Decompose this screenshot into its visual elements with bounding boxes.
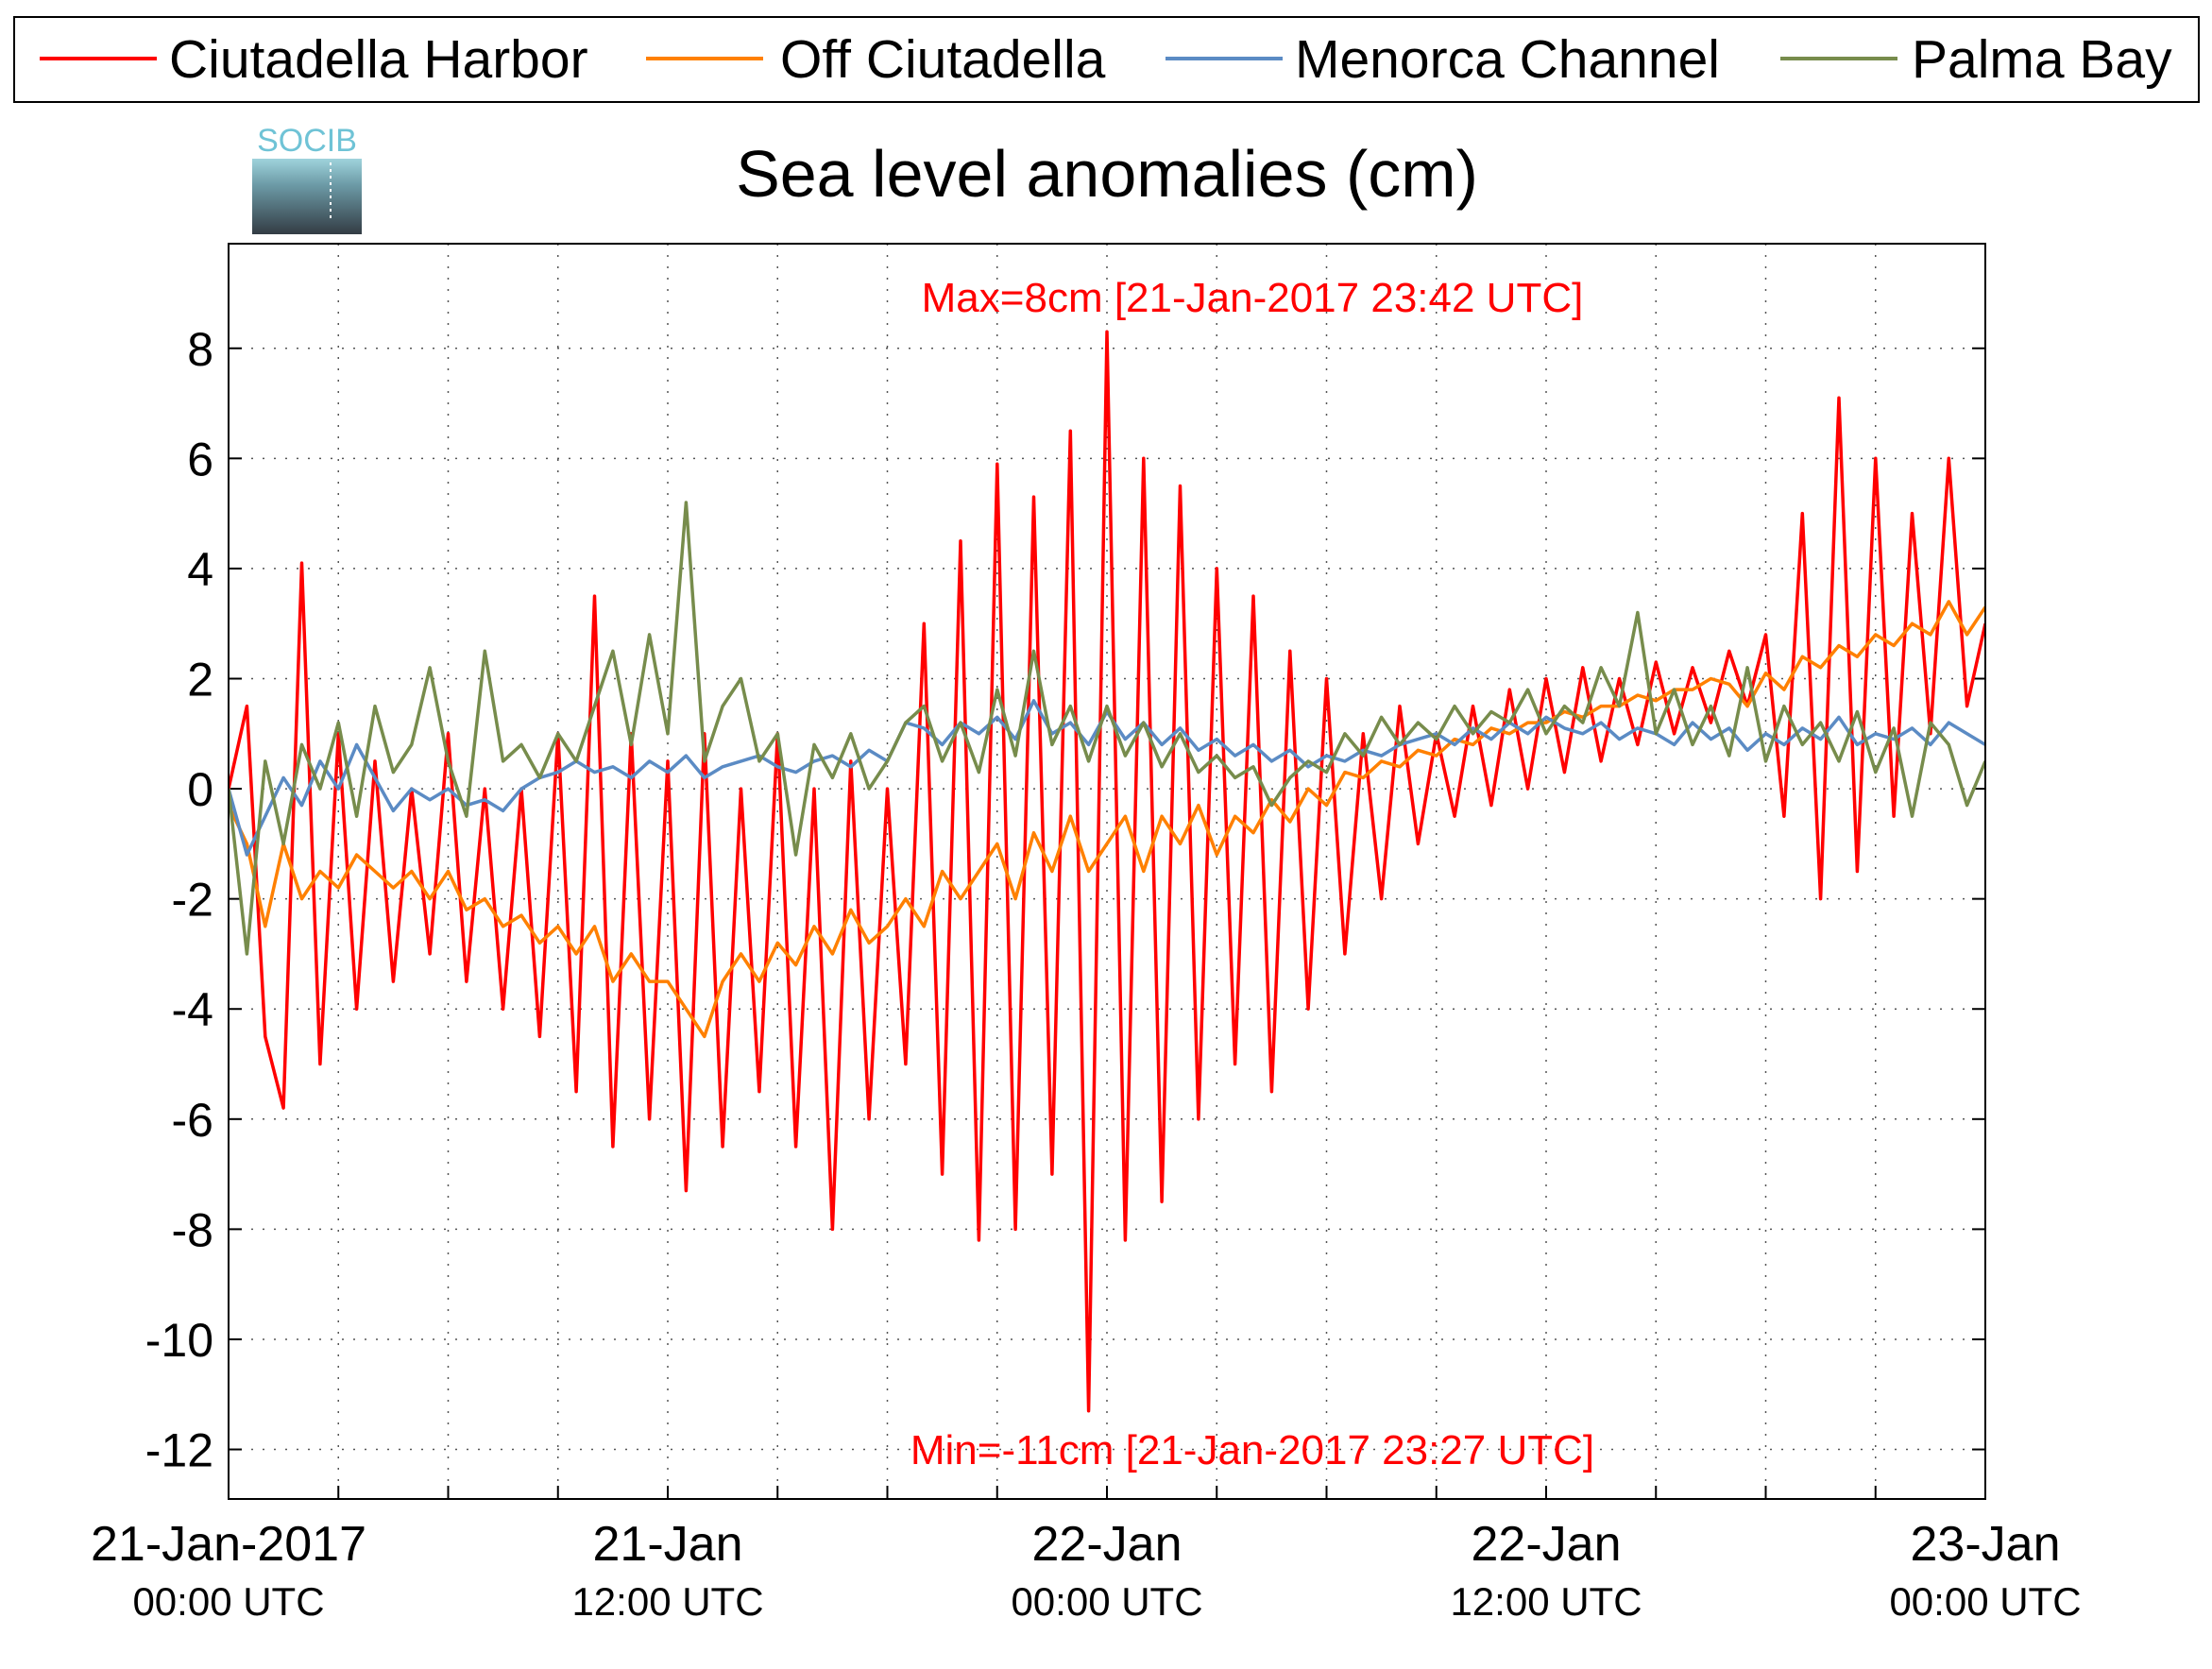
annotation: Max=8cm [21-Jan-2017 23:42 UTC] — [922, 275, 1584, 321]
y-tick-label: 0 — [187, 763, 213, 816]
series-line — [229, 699, 1985, 857]
x-tick-label: 12:00 UTC — [1450, 1579, 1642, 1624]
legend-label: Off Ciutadella — [780, 29, 1106, 90]
legend-label: Ciutadella Harbor — [169, 29, 588, 90]
y-tick-label: 8 — [187, 323, 213, 376]
x-tick-label: 21-Jan — [593, 1517, 743, 1572]
x-tick-label: 23-Jan — [1911, 1517, 2061, 1572]
x-tick-label: 22-Jan — [1472, 1517, 1622, 1572]
x-tick-label: 21-Jan-2017 — [91, 1517, 366, 1572]
y-tick-label: 2 — [187, 653, 213, 706]
logo: SOCIB — [252, 123, 362, 234]
x-tick-label: 12:00 UTC — [571, 1579, 763, 1624]
legend-label: Menorca Channel — [1295, 29, 1720, 90]
x-tick-label: 00:00 UTC — [1011, 1579, 1202, 1624]
x-tick-label: 00:00 UTC — [1889, 1579, 2081, 1624]
y-tick-label: -12 — [145, 1424, 213, 1477]
annotation: Min=-11cm [21-Jan-2017 23:27 UTC] — [910, 1427, 1594, 1473]
chart-title: Sea level anomalies (cm) — [736, 137, 1478, 211]
y-tick-label: 6 — [187, 433, 213, 485]
y-tick-label: -8 — [172, 1203, 213, 1256]
logo-image — [252, 159, 362, 234]
series-line — [229, 501, 1985, 956]
y-tick-label: -10 — [145, 1314, 213, 1367]
x-tick-label: 22-Jan — [1032, 1517, 1183, 1572]
y-tick-label: -6 — [172, 1094, 213, 1147]
series-line — [229, 600, 1985, 1039]
axes-frame — [228, 243, 1986, 1500]
y-tick-label: 4 — [187, 543, 213, 596]
logo-text: SOCIB — [257, 123, 357, 159]
legend-label: Palma Bay — [1912, 29, 2172, 90]
y-tick-label: -2 — [172, 874, 213, 927]
y-tick-label: -4 — [172, 983, 213, 1036]
x-tick-label: 00:00 UTC — [132, 1579, 324, 1624]
plot-area — [229, 330, 1985, 1413]
